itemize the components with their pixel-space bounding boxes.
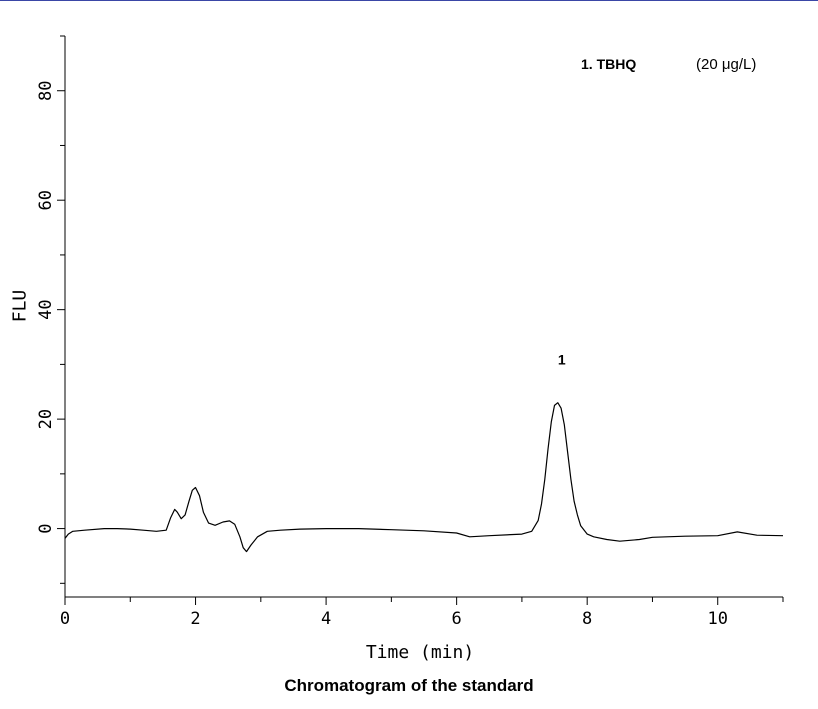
y-tick-label: 20 bbox=[36, 409, 56, 429]
y-tick-label: 0 bbox=[36, 523, 56, 533]
x-tick-label: 10 bbox=[707, 609, 727, 629]
legend-concentration: (20 μg/L) bbox=[696, 56, 756, 73]
tick-labels: 0 2 4 6 8 10 0 20 40 60 80 bbox=[36, 80, 728, 629]
axis-ticks bbox=[57, 35, 784, 605]
peak-labels: 1 bbox=[558, 352, 566, 368]
x-tick-label: 6 bbox=[452, 609, 462, 629]
y-axis-title: FLU bbox=[10, 290, 31, 323]
peak-label: 1 bbox=[558, 352, 566, 368]
top-divider-rule bbox=[0, 0, 818, 1]
y-tick-label: 40 bbox=[36, 299, 56, 319]
x-tick-label: 0 bbox=[60, 609, 70, 629]
x-tick-label: 8 bbox=[582, 609, 592, 629]
y-tick-label: 60 bbox=[36, 190, 56, 210]
x-axis-title: Time (min) bbox=[366, 642, 474, 663]
legend-compound-name: 1. TBHQ bbox=[581, 56, 636, 72]
x-tick-label: 2 bbox=[190, 609, 200, 629]
y-tick-label: 80 bbox=[36, 80, 56, 100]
x-tick-label: 4 bbox=[321, 609, 331, 629]
figure-caption: Chromatogram of the standard bbox=[284, 676, 534, 695]
chromatogram-trace bbox=[64, 402, 784, 553]
